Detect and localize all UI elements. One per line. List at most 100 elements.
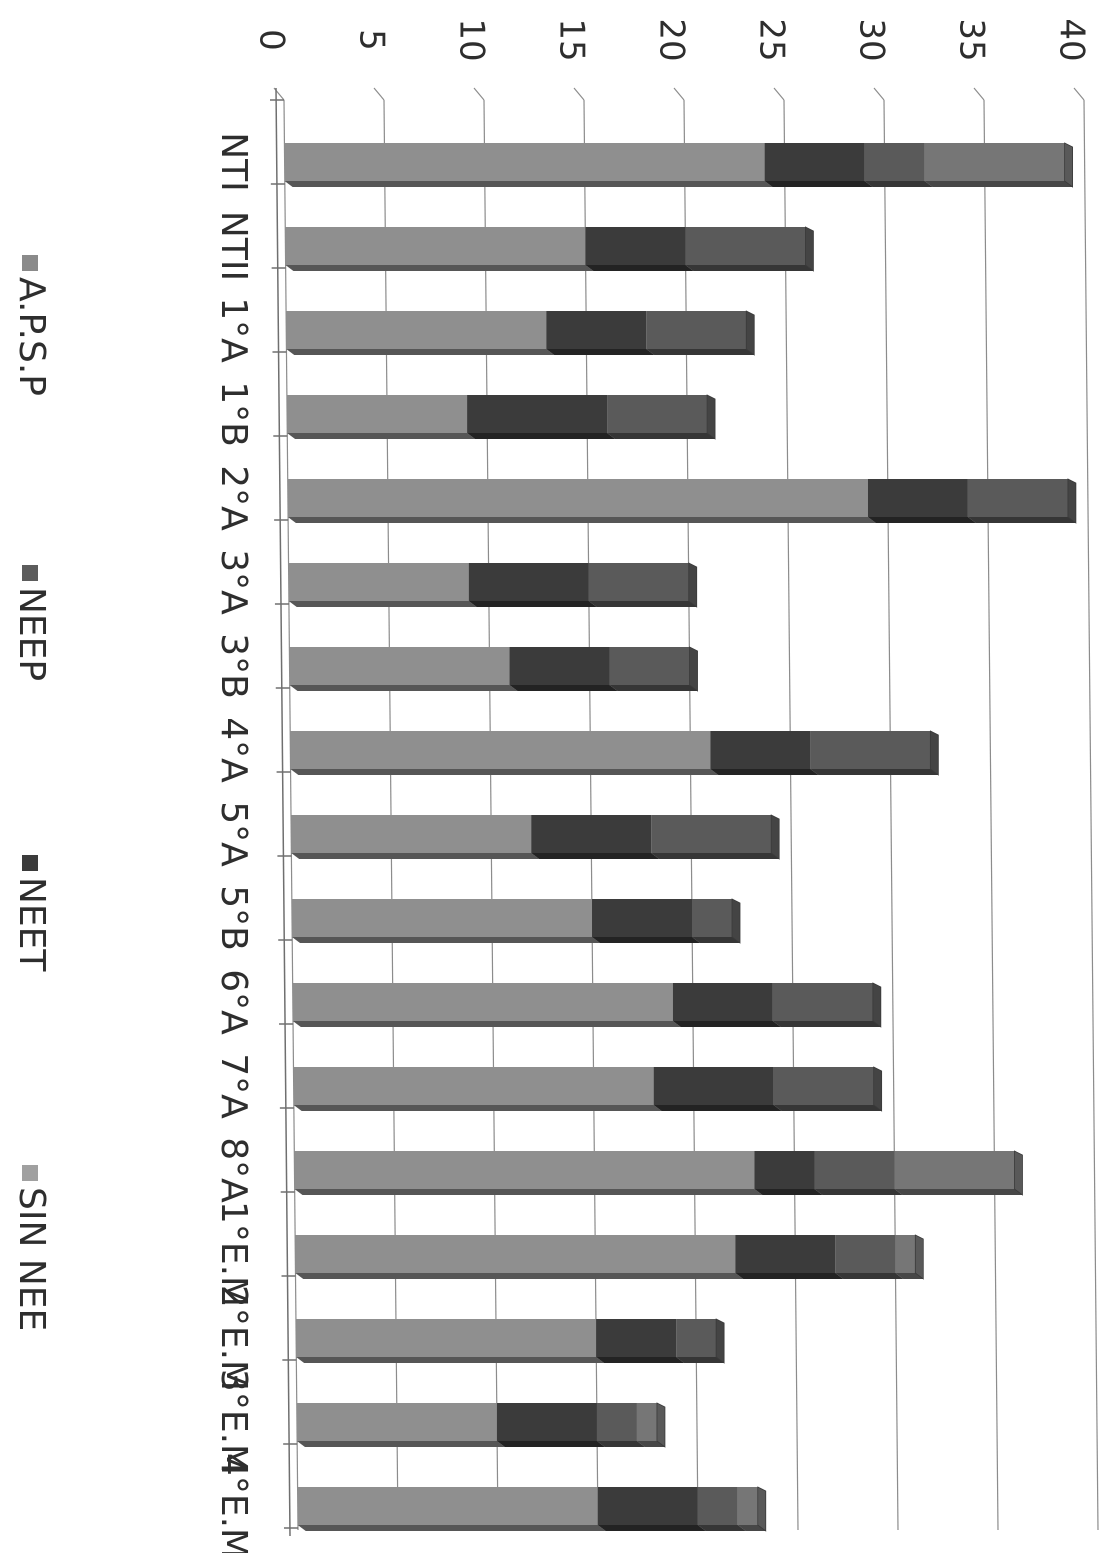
category-label: 3°E.M bbox=[213, 1369, 254, 1475]
bar-sin-nee bbox=[286, 311, 555, 355]
legend-entry: NEEP bbox=[11, 565, 52, 681]
bar-end-cap bbox=[770, 814, 780, 860]
bar-neep bbox=[773, 1067, 882, 1111]
tick-mark-15 bbox=[573, 87, 585, 101]
legend: A.P.S.P NEEP NEET SIN NEE bbox=[11, 255, 52, 1331]
bar-neep bbox=[864, 143, 933, 187]
bar-a-p-s-p bbox=[737, 1487, 766, 1531]
bar-end-cap bbox=[929, 730, 939, 776]
labels: 0 5 10 15 20 25 30 35 40 NTI NTII 1°A 1°B 2°A 3°A 3°B 4°… bbox=[213, 18, 1092, 1553]
category-label: 5°A bbox=[213, 801, 254, 867]
gridline-30 bbox=[883, 99, 899, 1531]
bar-end-cap bbox=[805, 226, 814, 272]
legend-label: SIN NEE bbox=[11, 1187, 52, 1331]
bar-neep bbox=[588, 563, 697, 607]
bar-neet bbox=[592, 899, 701, 943]
bar-neep bbox=[697, 1487, 746, 1531]
bar-sin-nee bbox=[296, 1403, 505, 1447]
bar-sin-nee bbox=[291, 815, 540, 859]
bar-sin-nee bbox=[287, 395, 476, 439]
bar-neet bbox=[509, 647, 618, 691]
bar-sin-nee bbox=[295, 1235, 744, 1279]
legend-entry: NEET bbox=[11, 855, 52, 972]
category-label: NTII bbox=[213, 211, 254, 281]
bar-sin-nee bbox=[296, 1319, 605, 1363]
bar-neep bbox=[651, 815, 780, 859]
bar-a-p-s-p bbox=[895, 1235, 924, 1279]
category-label: NTI bbox=[213, 132, 254, 192]
bar-end-cap bbox=[689, 646, 698, 692]
x-tick-label: 35 bbox=[952, 18, 992, 61]
category-label: 1°B bbox=[213, 381, 254, 447]
category-label: 6°A bbox=[213, 969, 254, 1035]
bar-neep bbox=[607, 395, 716, 439]
bar-a-p-s-p bbox=[924, 143, 1073, 187]
bar-neep bbox=[676, 1319, 725, 1363]
bar-neep bbox=[835, 1235, 904, 1279]
category-label: 3°B bbox=[213, 633, 254, 699]
bar-neet bbox=[496, 1403, 605, 1447]
legend-label: NEEP bbox=[11, 587, 52, 681]
legend-entry: SIN NEE bbox=[11, 1165, 52, 1331]
bar-sin-nee bbox=[289, 647, 518, 691]
gridline-25 bbox=[783, 99, 799, 1531]
bar-neet bbox=[468, 563, 597, 607]
tick-mark-40 bbox=[1073, 87, 1085, 101]
tick-mark-10 bbox=[473, 87, 485, 101]
bar-neet bbox=[596, 1319, 685, 1363]
category-label: 1°E.M bbox=[213, 1201, 254, 1307]
legend-entry: A.P.S.P bbox=[11, 255, 52, 396]
bar-sin-nee bbox=[287, 479, 876, 523]
bar-sin-nee bbox=[284, 143, 773, 187]
bar-neep bbox=[646, 311, 755, 355]
bar-neep bbox=[814, 1151, 903, 1195]
bar-sin-nee bbox=[285, 227, 594, 271]
legend-swatch bbox=[22, 855, 38, 871]
bar-neet bbox=[653, 1067, 782, 1111]
bar-neet bbox=[867, 479, 976, 523]
bar-end-cap bbox=[914, 1234, 924, 1280]
category-label: 5°B bbox=[213, 885, 254, 951]
legend-swatch bbox=[22, 565, 38, 581]
bar-sin-nee bbox=[288, 563, 477, 607]
legend-swatch bbox=[22, 255, 38, 271]
tick-mark-5 bbox=[373, 87, 385, 101]
legend-label: A.P.S.P bbox=[11, 277, 52, 396]
category-label: 8°A bbox=[213, 1137, 254, 1203]
tick-mark-30 bbox=[873, 87, 885, 101]
bar-end-cap bbox=[715, 1318, 725, 1364]
category-axis bbox=[275, 87, 291, 1537]
bar-neep bbox=[692, 899, 741, 943]
bar-neet bbox=[585, 227, 694, 271]
bar-neet bbox=[467, 395, 616, 439]
bars bbox=[284, 142, 1077, 1532]
category-label: 2°A bbox=[213, 465, 254, 531]
x-tick-label: 20 bbox=[652, 18, 692, 61]
tick-mark-35 bbox=[973, 87, 985, 101]
bar-sin-nee bbox=[290, 731, 719, 775]
bar-neet bbox=[764, 143, 873, 187]
category-label: 4°A bbox=[213, 717, 254, 783]
x-tick-label: 40 bbox=[1052, 18, 1092, 61]
bar-neep bbox=[596, 1403, 645, 1447]
bar-end-cap bbox=[757, 1486, 767, 1532]
bar-end-cap bbox=[656, 1402, 666, 1448]
bar-sin-nee bbox=[293, 1067, 662, 1111]
bar-neep bbox=[810, 731, 939, 775]
x-tick-label: 10 bbox=[452, 18, 492, 61]
bar-end-cap bbox=[745, 310, 755, 356]
bar-neet bbox=[754, 1151, 823, 1195]
bar-neet bbox=[735, 1235, 844, 1279]
bar-neep bbox=[967, 479, 1076, 523]
legend-label: NEET bbox=[11, 877, 52, 972]
tick-mark-20 bbox=[673, 87, 685, 101]
category-label: 4°E.M bbox=[213, 1453, 254, 1553]
bar-end-cap bbox=[1014, 1150, 1023, 1196]
bar-neet bbox=[546, 311, 655, 355]
bar-a-p-s-p bbox=[636, 1403, 665, 1447]
bar-a-p-s-p bbox=[894, 1151, 1023, 1195]
bar-end-cap bbox=[1064, 142, 1074, 188]
legend-swatch bbox=[22, 1165, 38, 1181]
bar-end-cap bbox=[873, 1066, 883, 1112]
x-tick-label: 25 bbox=[752, 18, 792, 61]
